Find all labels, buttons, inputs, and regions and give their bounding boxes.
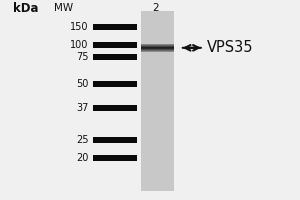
Text: 20: 20 [76,153,89,163]
Bar [141,49,174,50]
Text: 37: 37 [76,103,89,113]
Text: 25: 25 [76,135,89,145]
Text: VPS35: VPS35 [207,40,253,55]
Bar [93,24,136,30]
Text: 150: 150 [70,22,89,32]
Bar [141,51,174,52]
Bar [141,47,174,48]
Text: kDa: kDa [13,2,39,15]
Bar [141,45,174,46]
Bar [93,42,136,48]
Bar [93,105,136,111]
Bar [93,81,136,87]
Bar [141,48,174,49]
Text: 75: 75 [76,52,89,62]
Bar [93,11,174,191]
Text: 2: 2 [153,3,159,13]
Bar [141,44,174,45]
Text: MW: MW [54,3,73,13]
Bar [93,155,136,161]
Bar [93,54,136,60]
Bar [93,137,136,143]
Text: 100: 100 [70,40,89,50]
Bar [141,46,174,47]
Bar [141,11,174,191]
Bar [141,50,174,51]
Text: 50: 50 [76,79,89,89]
